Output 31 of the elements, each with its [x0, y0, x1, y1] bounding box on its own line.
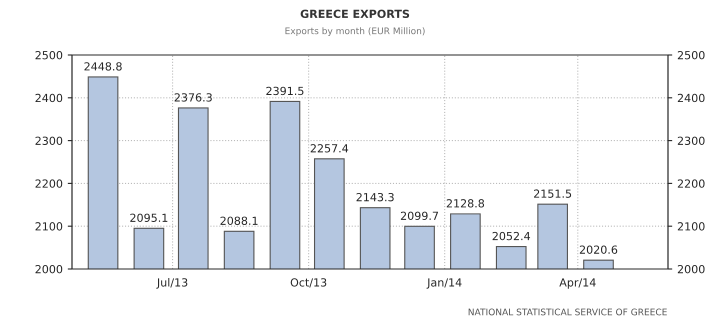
- data-label: 2257.4: [310, 144, 348, 153]
- x-tick-label: Oct/13: [290, 278, 326, 288]
- x-tick-label: Jul/13: [156, 278, 188, 289]
- data-label: 2128.8: [446, 199, 484, 208]
- y-tick-label: 2200: [36, 179, 62, 188]
- data-label: 2088.1: [220, 216, 258, 225]
- y-tick-label: 2300: [36, 136, 62, 145]
- text: NATIONAL STATISTICAL SERVICE OF GREECE: [468, 308, 667, 316]
- data-label: 2095.1: [130, 214, 168, 222]
- y2-tick-label: 2300: [678, 136, 705, 145]
- x-tick-label: Jan/14: [426, 278, 462, 289]
- y2-tick-label: 2400: [678, 94, 705, 102]
- y2-tick-label: 2200: [678, 179, 705, 188]
- chart-subtitle: Exports by month (EUR Million): [285, 27, 425, 36]
- data-label: 2151.5: [534, 189, 572, 198]
- data-label: 2391.5: [266, 86, 304, 96]
- y2-tick-label: 2100: [678, 222, 705, 231]
- y2-tick-label: 2500: [678, 50, 705, 60]
- y-tick-label: 2500: [36, 50, 62, 60]
- y-tick-label: 2100: [36, 222, 62, 231]
- data-label: 2099.7: [400, 212, 438, 220]
- y-tick-label: 2400: [36, 94, 62, 102]
- data-label: 2020.6: [580, 245, 618, 254]
- chart-title: GREECE EXPORTS: [300, 10, 410, 18]
- data-label: 2052.4: [492, 232, 530, 240]
- y2-tick-label: 2000: [678, 264, 705, 274]
- data-label: 2448.8: [84, 62, 122, 71]
- y-tick-label: 2000: [36, 264, 62, 274]
- data-label: 2376.3: [174, 93, 212, 102]
- x-tick-label: Apr/14: [559, 278, 596, 289]
- data-label: 2143.3: [356, 192, 394, 202]
